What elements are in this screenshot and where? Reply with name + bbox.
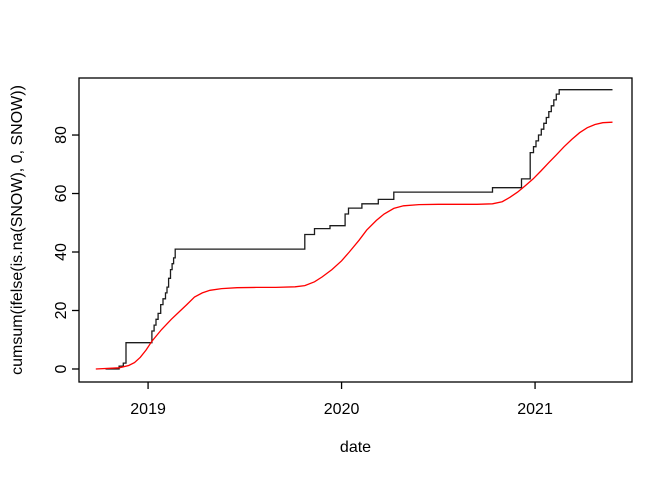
y-tick-label: 0: [53, 364, 70, 373]
step-series-line: [105, 89, 613, 370]
y-tick-label: 40: [53, 243, 70, 261]
y-tick-label: 80: [53, 126, 70, 144]
y-axis-title: cumsum(ifelse(is.na(SNOW), 0, SNOW)): [9, 85, 26, 375]
x-tick-label: 2020: [324, 401, 360, 418]
y-tick-label: 60: [53, 185, 70, 203]
x-axis-title: date: [340, 439, 371, 456]
y-tick-label: 20: [53, 301, 70, 319]
smooth-series-line: [95, 121, 613, 370]
x-tick-label: 2019: [130, 401, 166, 418]
plot-border: [78, 77, 633, 383]
chart-plot-area: 2019 2020 2021 0 20 40 60 80: [53, 77, 633, 418]
x-tick-label: 2021: [517, 401, 553, 418]
